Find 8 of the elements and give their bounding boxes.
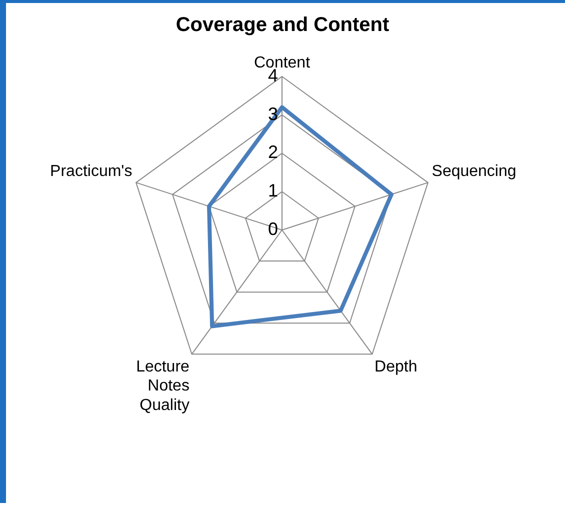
spoke-label: Depth [374, 358, 418, 376]
y-tick-label: 1 [268, 180, 278, 201]
spoke-label: Practicum's [50, 163, 132, 180]
y-tick-label: 2 [268, 142, 278, 162]
y-tick-label: 0 [268, 218, 278, 239]
spoke-label: Sequencing [432, 163, 516, 180]
spoke-label: Lecture Notes Quality [136, 358, 190, 414]
chart-title: Coverage and Content [174, 14, 390, 37]
